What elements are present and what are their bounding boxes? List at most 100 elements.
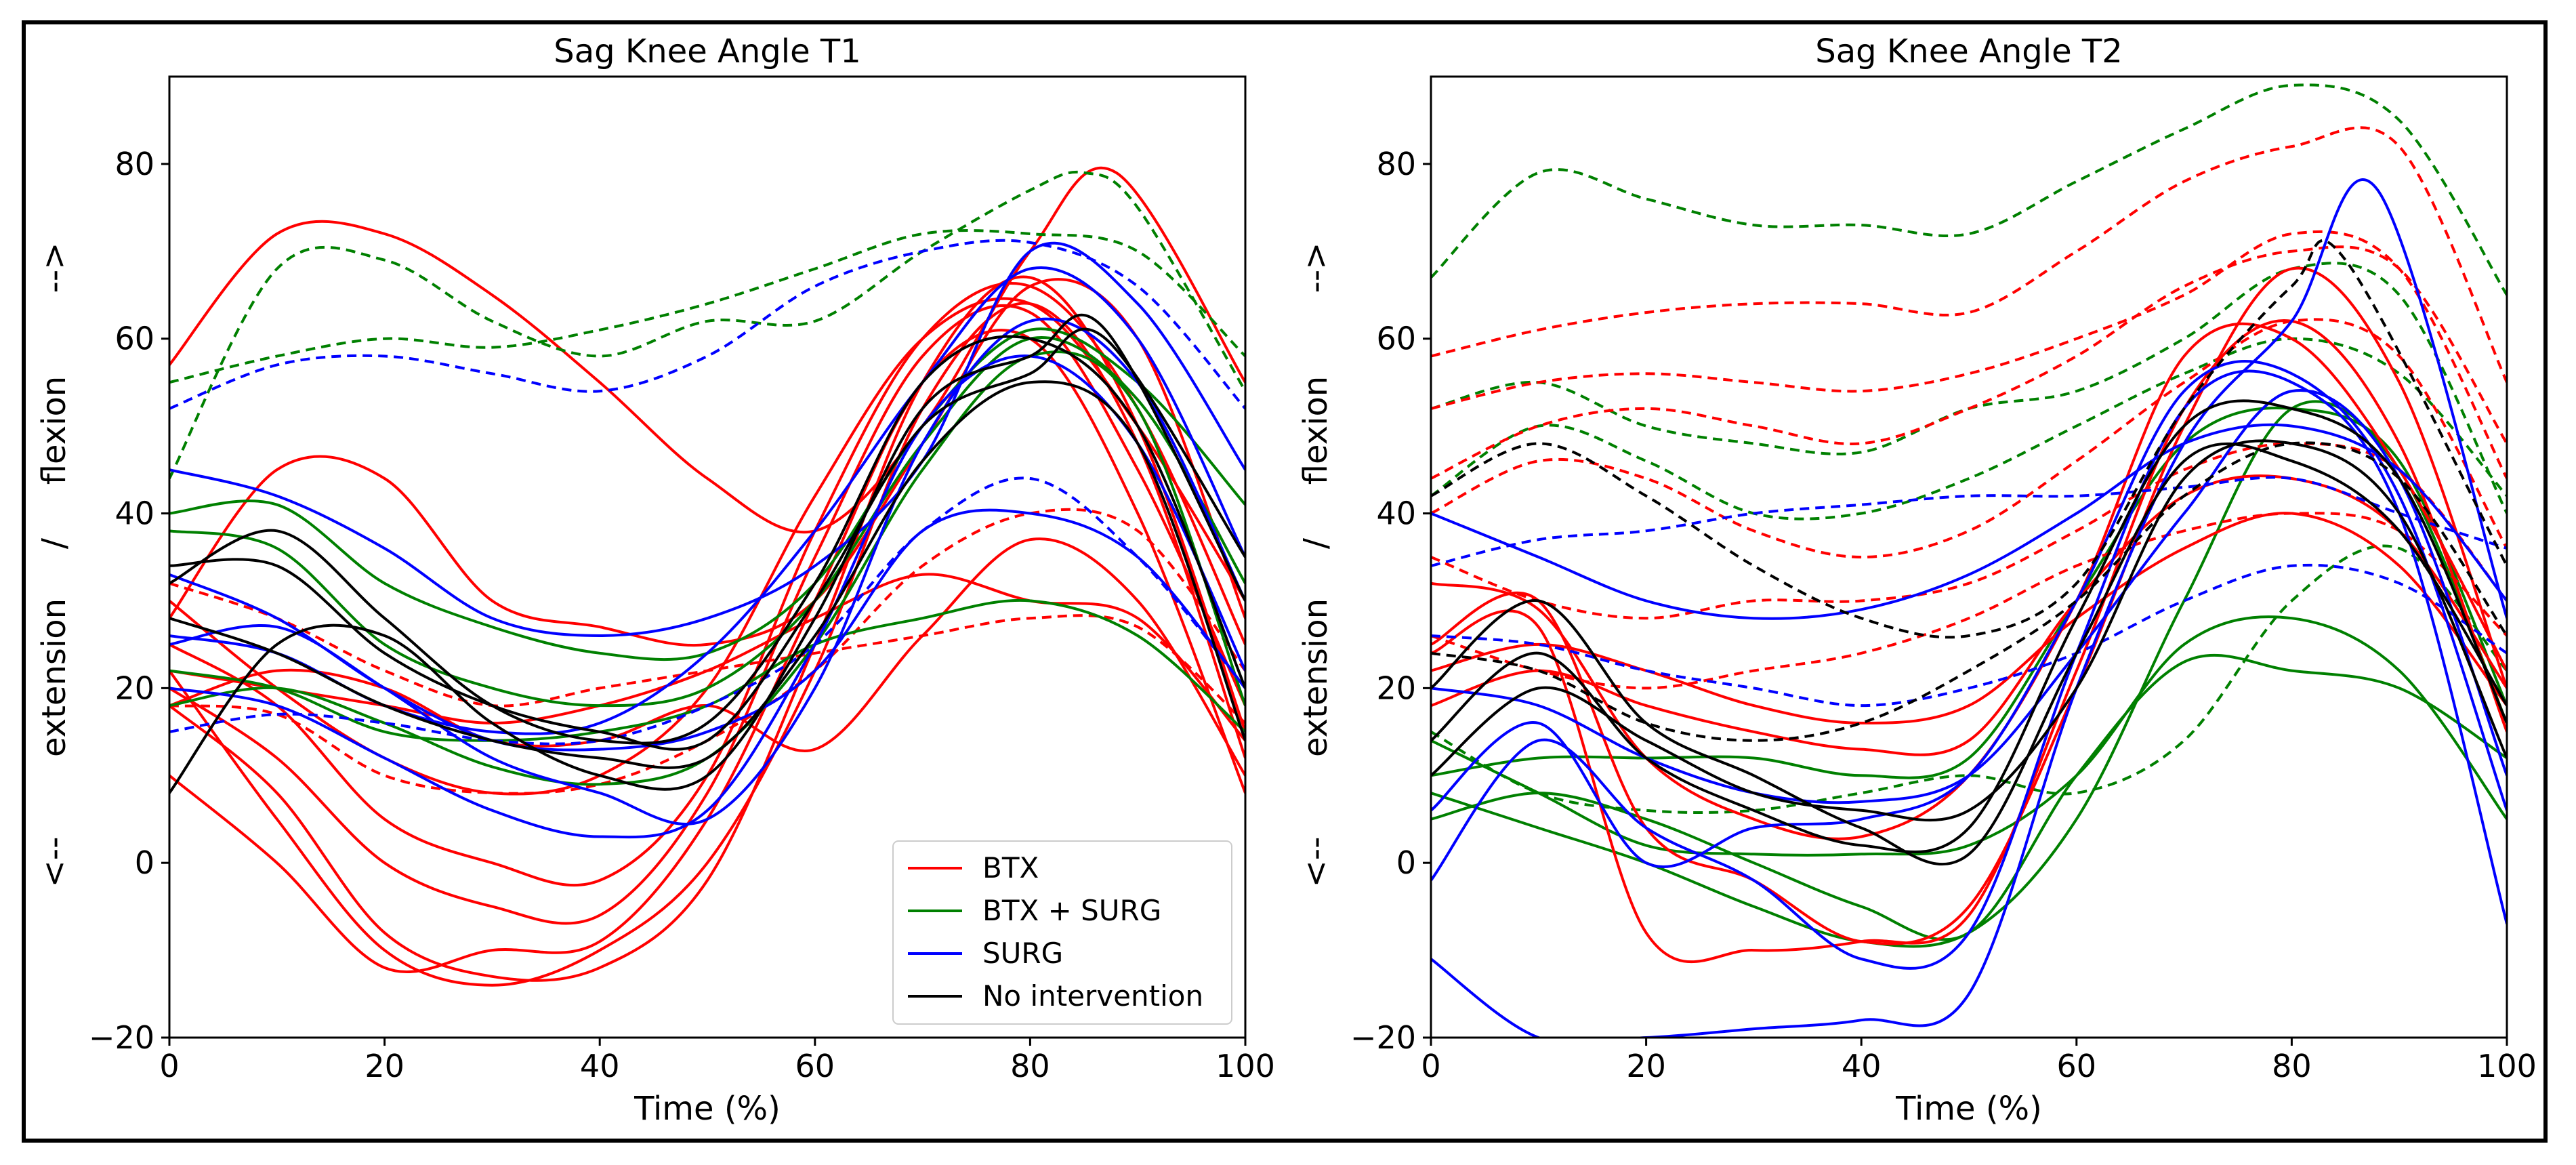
series-line-no-intervention-dashed	[1431, 239, 2507, 639]
y-label-flexion: flexion	[1297, 376, 1335, 485]
y-tick-label: 20	[1376, 670, 1416, 706]
y-label-arrow-up: -->	[1297, 243, 1335, 293]
panel-t1: Sag Knee Angle T1 Time (%) <-- extension…	[35, 33, 1275, 1128]
x-tick-label: 80	[2272, 1048, 2312, 1084]
x-tick-label: 60	[2057, 1048, 2097, 1084]
series-line-btx-solid	[169, 166, 1245, 534]
y-tick-label: 40	[1376, 495, 1416, 532]
series-line-surg-dashed	[1431, 476, 2507, 567]
y-tick-label: 40	[115, 495, 154, 532]
series-line-btx-solid	[1431, 266, 2507, 945]
series-lines	[169, 166, 1245, 987]
series-line-btx-dashed	[1431, 245, 2507, 480]
y-axis-label: <-- extension / flexion -->	[1297, 243, 1335, 888]
plot-border	[1430, 75, 2508, 1039]
series-line-btx-solid	[1431, 319, 2507, 964]
legend-label: No intervention	[982, 979, 1203, 1013]
series-line-btx-solid	[1431, 474, 2507, 756]
series-line-btx-solid	[169, 573, 1245, 742]
y-label-extension: extension	[35, 598, 73, 757]
y-tick-label: −20	[89, 1019, 154, 1056]
series-line-btx-surg-dashed	[1431, 544, 2507, 815]
series-line-surg-solid	[1431, 369, 2507, 970]
y-label-arrow-down: <--	[35, 837, 73, 888]
y-tick-label: 80	[115, 146, 154, 182]
y-label-flexion: flexion	[35, 376, 73, 485]
series-line-surg-solid	[169, 508, 1245, 752]
legend-label: BTX + SURG	[982, 894, 1161, 927]
x-axis-label: Time (%)	[1895, 1090, 2042, 1128]
series-line-btx-surg-dashed	[169, 170, 1245, 479]
legend-label: SURG	[982, 937, 1063, 970]
plot-border	[168, 75, 1247, 1039]
series-line-btx-dashed	[169, 508, 1245, 795]
x-tick-label: 80	[1010, 1048, 1050, 1084]
y-tick-label: 80	[1376, 146, 1416, 182]
x-tick-label: 60	[795, 1048, 835, 1084]
series-line-no-intervention-solid	[169, 335, 1245, 745]
series-line-btx-dashed	[1431, 126, 2507, 384]
legend-box	[892, 840, 1232, 1025]
x-tick-label: 40	[1842, 1048, 1882, 1084]
y-tick-label: 60	[1376, 321, 1416, 357]
series-line-surg-solid	[169, 241, 1245, 637]
x-tick-label: 100	[1216, 1048, 1275, 1084]
y-tick-label: 60	[115, 321, 154, 357]
series-line-btx-surg-solid	[1431, 400, 2507, 948]
y-tick-label: 20	[115, 670, 154, 706]
y-label-slash: /	[1297, 537, 1335, 549]
series-line-btx-surg-solid	[169, 336, 1245, 708]
series-lines	[1431, 83, 2507, 1038]
series-line-surg-dashed	[169, 239, 1245, 410]
series-line-no-intervention-solid	[169, 327, 1245, 751]
x-axis-label: Time (%)	[633, 1090, 781, 1128]
series-line-btx-surg-dashed	[169, 229, 1245, 384]
panel-t2: Sag Knee Angle T2 Time (%) <-- extension…	[1297, 33, 2537, 1128]
series-line-btx-surg-dashed	[1431, 262, 2507, 514]
legend-label: BTX	[982, 851, 1039, 884]
series-line-btx-surg-dashed	[1431, 337, 2507, 520]
series-line-surg-solid	[169, 354, 1245, 839]
series-line-surg-dashed	[169, 476, 1245, 745]
series-line-surg-dashed	[1431, 563, 2507, 708]
x-tick-label: 20	[1626, 1048, 1666, 1084]
series-line-surg-solid	[169, 266, 1245, 735]
legend: BTX BTX + SURG SURG No intervention	[892, 840, 1232, 1025]
series-line-btx-dashed	[1431, 230, 2507, 479]
y-label-slash: /	[35, 537, 73, 549]
y-label-arrow-up: -->	[35, 243, 73, 293]
figure-frame	[22, 20, 2548, 1143]
x-tick-label: 20	[365, 1048, 404, 1084]
series-line-btx-solid	[169, 304, 1245, 925]
panel-title: Sag Knee Angle T2	[1815, 33, 2123, 70]
series-line-no-intervention-solid	[1431, 399, 2507, 854]
series-line-btx-solid	[1431, 512, 2507, 724]
series-line-btx-dashed	[169, 581, 1245, 724]
y-tick-label: −20	[1350, 1019, 1416, 1056]
x-tick-label: 40	[580, 1048, 620, 1084]
y-label-arrow-down: <--	[1297, 837, 1335, 888]
x-tick-label: 100	[2477, 1048, 2537, 1084]
series-line-no-intervention-solid	[1431, 439, 2507, 822]
series-line-btx-dashed	[1431, 442, 2507, 620]
series-line-surg-solid	[169, 317, 1245, 826]
y-tick-label: 0	[1396, 844, 1416, 881]
series-line-btx-dashed	[1431, 512, 2507, 690]
series-line-no-intervention-solid	[1431, 442, 2507, 866]
series-line-no-intervention-dashed	[1431, 441, 2507, 742]
series-line-no-intervention-solid	[169, 313, 1245, 794]
y-tick-label: 0	[135, 844, 154, 881]
series-line-btx-solid	[169, 278, 1245, 647]
x-tick-label: 0	[159, 1048, 179, 1084]
series-line-btx-surg-solid	[1431, 615, 2507, 857]
series-line-btx-surg-solid	[169, 350, 1245, 786]
y-label-extension: extension	[1297, 598, 1335, 757]
series-line-btx-surg-solid	[169, 327, 1245, 661]
x-tick-label: 0	[1421, 1048, 1440, 1084]
series-line-btx-dashed	[1431, 318, 2507, 558]
y-axis-label: <-- extension / flexion -->	[35, 243, 73, 888]
series-line-surg-solid	[1431, 360, 2507, 868]
